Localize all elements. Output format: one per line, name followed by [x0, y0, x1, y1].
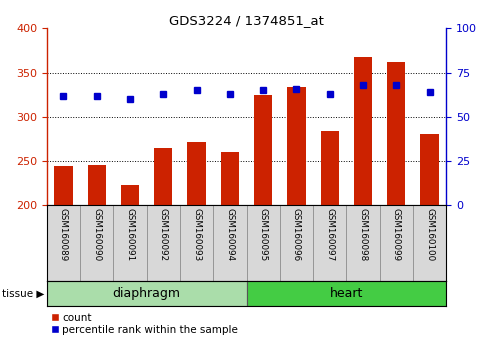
Bar	[354, 57, 372, 205]
Bar	[180, 205, 213, 281]
Bar	[88, 166, 106, 205]
Text: GSM160093: GSM160093	[192, 207, 201, 261]
Bar	[246, 205, 280, 281]
Bar	[113, 205, 147, 281]
Text: heart: heart	[330, 287, 363, 300]
Text: GSM160099: GSM160099	[392, 207, 401, 261]
Text: GSM160094: GSM160094	[225, 207, 234, 261]
Text: GSM160098: GSM160098	[358, 207, 367, 261]
Bar	[313, 205, 346, 281]
Text: GSM160100: GSM160100	[425, 207, 434, 261]
Bar	[421, 133, 439, 205]
Text: tissue ▶: tissue ▶	[2, 289, 45, 299]
Bar	[346, 205, 380, 281]
Bar	[213, 205, 246, 281]
Text: diaphragm: diaphragm	[113, 287, 180, 300]
Legend: count, percentile rank within the sample: count, percentile rank within the sample	[52, 313, 238, 335]
Text: GSM160090: GSM160090	[92, 207, 101, 261]
Bar	[380, 205, 413, 281]
Bar	[254, 95, 272, 205]
Text: GSM160089: GSM160089	[59, 207, 68, 261]
Bar	[80, 205, 113, 281]
Bar	[54, 166, 72, 205]
Text: GSM160092: GSM160092	[159, 207, 168, 261]
Bar	[221, 152, 239, 205]
Title: GDS3224 / 1374851_at: GDS3224 / 1374851_at	[169, 14, 324, 27]
Bar	[280, 205, 313, 281]
Bar	[320, 131, 339, 205]
Bar	[187, 142, 206, 205]
Bar	[246, 281, 446, 306]
Text: GSM160091: GSM160091	[126, 207, 135, 261]
Bar	[147, 205, 180, 281]
Text: GSM160096: GSM160096	[292, 207, 301, 261]
Bar	[47, 205, 80, 281]
Bar	[387, 62, 405, 205]
Bar	[47, 281, 247, 306]
Bar	[413, 205, 446, 281]
Bar	[287, 87, 306, 205]
Text: GSM160095: GSM160095	[259, 207, 268, 261]
Text: GSM160097: GSM160097	[325, 207, 334, 261]
Bar	[121, 185, 139, 205]
Bar	[154, 148, 173, 205]
